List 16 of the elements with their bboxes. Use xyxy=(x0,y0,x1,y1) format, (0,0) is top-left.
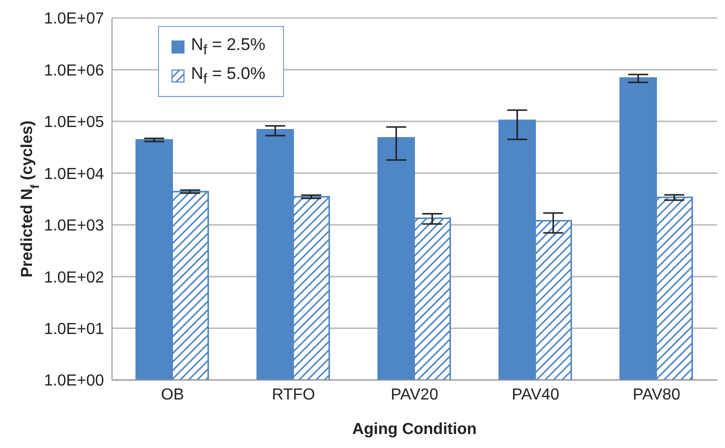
x-tick-label: OB xyxy=(160,386,184,404)
y-tick-label: 1.0E+04 xyxy=(44,166,104,183)
y-tick-label: 1.0E+03 xyxy=(44,218,104,235)
y-tick-label: 1.0E+05 xyxy=(44,114,104,132)
legend-label: N$_{f}$ = 5.0% xyxy=(191,64,266,88)
x-tick-label: PAV40 xyxy=(512,386,560,404)
x-axis-title: Aging Condition xyxy=(352,421,477,438)
x-tick-label: RTFO xyxy=(272,386,316,404)
y-tick-label: 1.0E+00 xyxy=(44,372,104,390)
x-tick-label: PAV80 xyxy=(632,386,680,404)
legend-label: N$_{f}$ = 2.5% xyxy=(191,35,266,58)
y-tick-label: 1.0E+06 xyxy=(44,62,104,80)
y-tick-label: 1.0E+01 xyxy=(44,320,104,338)
x-tick-label: PAV20 xyxy=(390,386,438,404)
y-tick-label: 1.0E+02 xyxy=(44,269,104,286)
y-tick-label: 1.0E+07 xyxy=(44,10,104,28)
